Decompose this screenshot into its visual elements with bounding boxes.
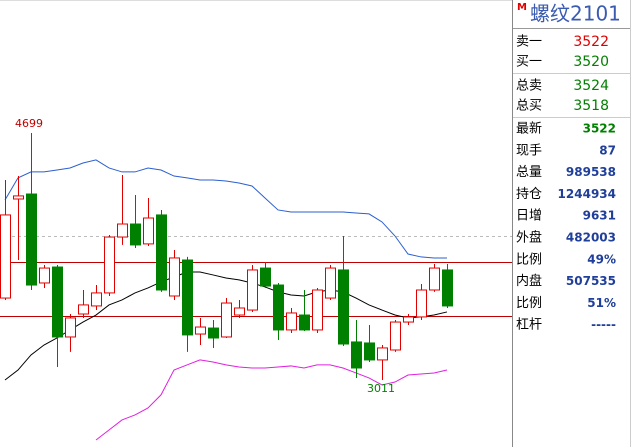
candle-body (312, 289, 323, 331)
candle-body (273, 284, 284, 331)
quote-value: 3524 (573, 78, 609, 94)
candle-body (247, 269, 258, 311)
candle-body (286, 312, 297, 331)
quote-label: 总卖 (516, 79, 542, 94)
stat-value: ----- (591, 318, 616, 332)
candle-body (338, 269, 349, 345)
candle-body (156, 214, 167, 291)
candle-body (442, 269, 453, 307)
candle-body (26, 193, 37, 286)
quote-value: 3522 (573, 34, 609, 50)
stat-label: 总量 (516, 165, 542, 180)
quote-label: 总买 (516, 99, 542, 114)
stat-value: 482003 (566, 231, 616, 245)
candle-body (403, 316, 414, 323)
candle-body (429, 267, 440, 291)
candle-body (234, 307, 245, 316)
candle-body (117, 223, 128, 238)
candle-body (351, 341, 362, 369)
candle-body (208, 327, 219, 339)
candle-body (390, 321, 401, 351)
high-annotation: 4699 (15, 117, 43, 130)
band-line (4, 271, 448, 381)
candle-body (39, 267, 50, 284)
candle-body (260, 267, 271, 287)
stat-label: 比例 (516, 296, 542, 311)
candle-body (13, 195, 24, 200)
band-line (95, 359, 448, 441)
quote-label: 卖一 (516, 35, 542, 50)
stat-label: 杠杆 (516, 317, 542, 333)
stat-value: 989538 (566, 165, 616, 179)
candle-body (130, 223, 141, 246)
candle-body (325, 267, 336, 299)
candle-body (104, 236, 115, 294)
candle-body (182, 259, 193, 336)
stat-value: 507535 (566, 274, 616, 288)
candle-body (52, 266, 63, 338)
quote-value: 3520 (573, 54, 609, 70)
candle-body (143, 217, 154, 245)
band-line (4, 159, 447, 259)
low-annotation: 3011 (367, 382, 395, 395)
stat-value: 9631 (583, 209, 616, 223)
contract-title: 螺纹2101 (530, 2, 621, 26)
stat-value: 51% (587, 296, 616, 310)
stat-label: 比例 (516, 252, 542, 267)
candle-body (416, 289, 427, 318)
stat-label: 最新 (516, 121, 542, 137)
candle-body (78, 304, 89, 315)
candle-body (221, 302, 232, 338)
candle-body (0, 214, 11, 299)
candle-body (377, 347, 388, 361)
stat-label: 内盘 (516, 273, 542, 289)
stat-label: 外盘 (516, 230, 542, 246)
candle-body (195, 326, 206, 335)
candle-body (169, 257, 180, 297)
badge: M (517, 2, 527, 13)
quote-label: 买一 (516, 55, 542, 70)
stat-value: 87 (599, 143, 616, 157)
quote-value: 3518 (573, 98, 609, 114)
stat-value: 1244934 (558, 187, 616, 201)
candle-body (91, 292, 102, 307)
stat-label: 持仓 (516, 187, 542, 202)
candle-body (299, 314, 310, 331)
candle-body (65, 317, 76, 338)
stat-value: 49% (587, 252, 616, 266)
stat-value: 3522 (583, 122, 616, 136)
stat-label: 日增 (516, 209, 542, 224)
candle-body (364, 342, 375, 361)
stat-label: 现手 (516, 143, 542, 158)
